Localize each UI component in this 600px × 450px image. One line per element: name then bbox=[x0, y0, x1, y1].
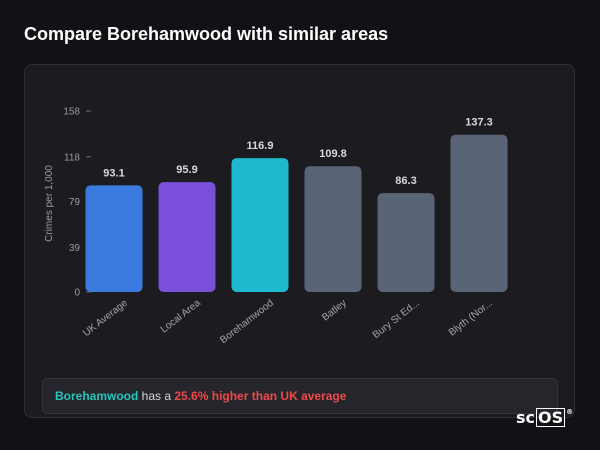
x-tick-label: Blyth (Nor... bbox=[447, 298, 495, 339]
brand-text-boxed: OS bbox=[536, 408, 566, 427]
value-label: 93.1 bbox=[103, 167, 124, 179]
x-tick-label: Bury St Ed... bbox=[371, 298, 422, 341]
bar-3 bbox=[304, 166, 362, 292]
registered-mark: ® bbox=[566, 408, 574, 416]
value-label: 86.3 bbox=[395, 175, 416, 187]
value-label: 116.9 bbox=[247, 140, 274, 152]
y-tick-label: 79 bbox=[69, 197, 81, 208]
x-tick-label: Local Area bbox=[159, 297, 203, 335]
comparison-area-name: Borehamwood bbox=[55, 389, 139, 403]
brand-text: sc bbox=[516, 408, 536, 427]
bar-1 bbox=[158, 182, 216, 292]
chart-card: Crimes per 1,000 0 39 79 118 158 93.1 UK Averag… bbox=[24, 64, 575, 418]
brand-logo: sc OS ® bbox=[516, 408, 573, 427]
y-tick-label: 118 bbox=[64, 152, 80, 163]
bar-2 bbox=[231, 158, 289, 292]
comparison-delta: 25.6% higher than UK average bbox=[174, 389, 347, 403]
x-tick-label: Batley bbox=[320, 298, 349, 324]
comparison-text: has a bbox=[138, 389, 175, 403]
bar-chart: Crimes per 1,000 0 39 79 118 158 93.1 UK Averag… bbox=[44, 107, 508, 346]
y-tick-label: 158 bbox=[63, 107, 80, 118]
y-tick-label: 0 bbox=[74, 288, 80, 299]
bar-5 bbox=[450, 134, 508, 292]
bar-0 bbox=[85, 185, 143, 292]
value-label: 109.8 bbox=[319, 148, 347, 160]
value-label: 137.3 bbox=[465, 117, 493, 129]
x-tick-label: UK Average bbox=[81, 297, 130, 339]
x-tick-label: Borehamwood bbox=[218, 298, 276, 346]
y-axis-label: Crimes per 1,000 bbox=[44, 165, 55, 242]
value-label: 95.9 bbox=[176, 164, 197, 176]
bar-4 bbox=[377, 193, 435, 292]
comparison-note: Borehamwood has a 25.6% higher than UK a… bbox=[42, 378, 558, 414]
y-tick-label: 39 bbox=[69, 243, 81, 254]
page-title: Compare Borehamwood with similar areas bbox=[24, 24, 389, 44]
